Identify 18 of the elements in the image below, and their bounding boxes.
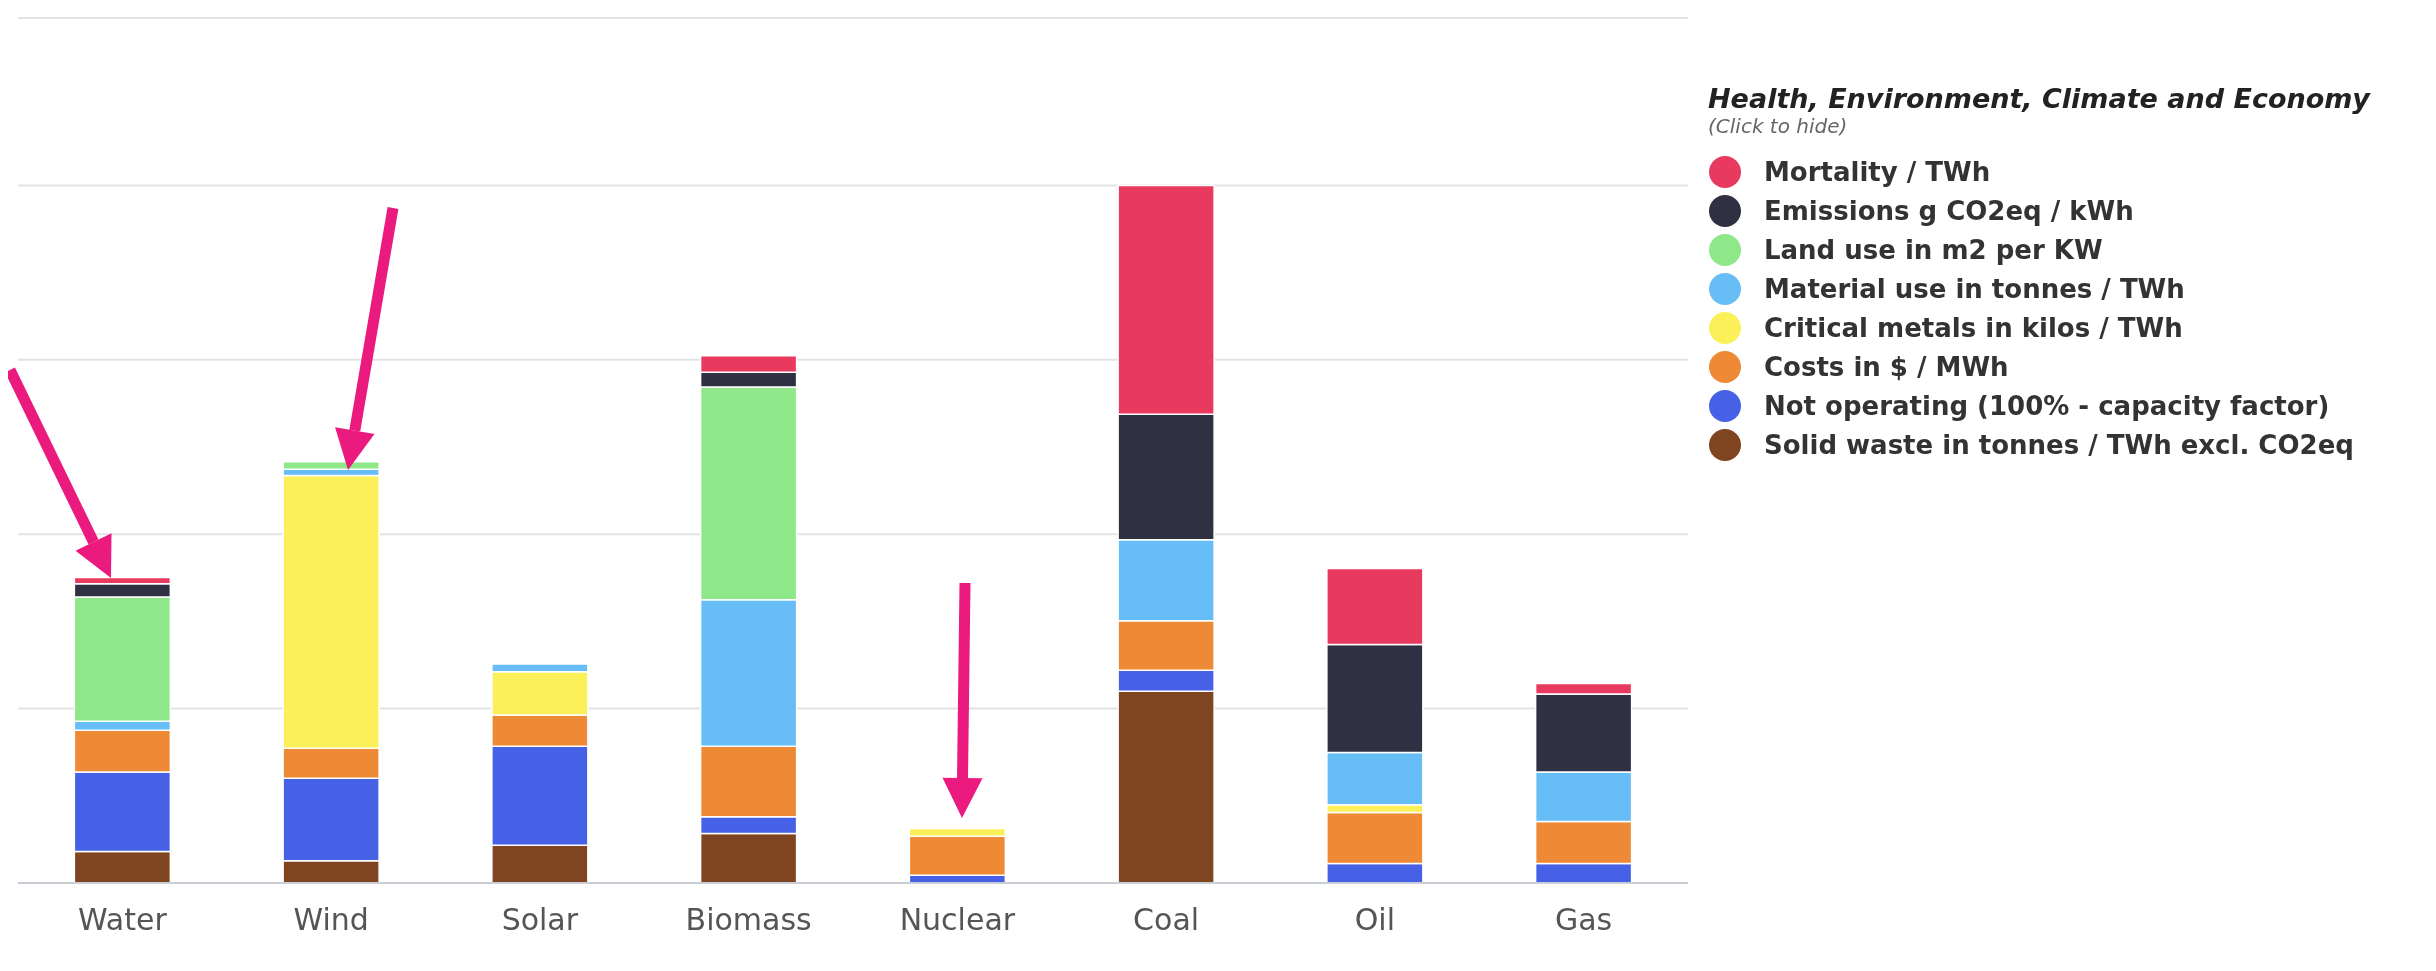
x-tick-label: Wind (293, 902, 369, 938)
x-tick-label: Oil (1354, 902, 1396, 938)
legend-label: Not operating (100% - capacity factor) (1764, 390, 2330, 421)
legend-label: Material use in tonnes / TWh (1764, 273, 2185, 304)
legend-title: Health, Environment, Climate and Economy (1708, 83, 2370, 114)
legend-label: Emissions g CO2eq / kWh (1764, 195, 2134, 226)
x-tick-label: Coal (1133, 902, 1200, 938)
x-tick-label: Water (78, 902, 168, 938)
legend-label: Mortality / TWh (1764, 156, 1991, 187)
x-tick-label: Biomass (685, 902, 812, 938)
legend-label: Land use in m2 per KW (1764, 234, 2103, 265)
legend-label: Critical metals in kilos / TWh (1764, 312, 2183, 343)
legend-label: Solid waste in tonnes / TWh excl. CO2eq (1764, 429, 2354, 460)
x-tick-label: Gas (1554, 902, 1613, 938)
x-tick-label: Nuclear (899, 902, 1016, 938)
legend-label: Costs in $ / MWh (1764, 351, 2009, 382)
x-tick-label: Solar (501, 902, 579, 938)
text: (Click to hide) (1708, 114, 1849, 138)
